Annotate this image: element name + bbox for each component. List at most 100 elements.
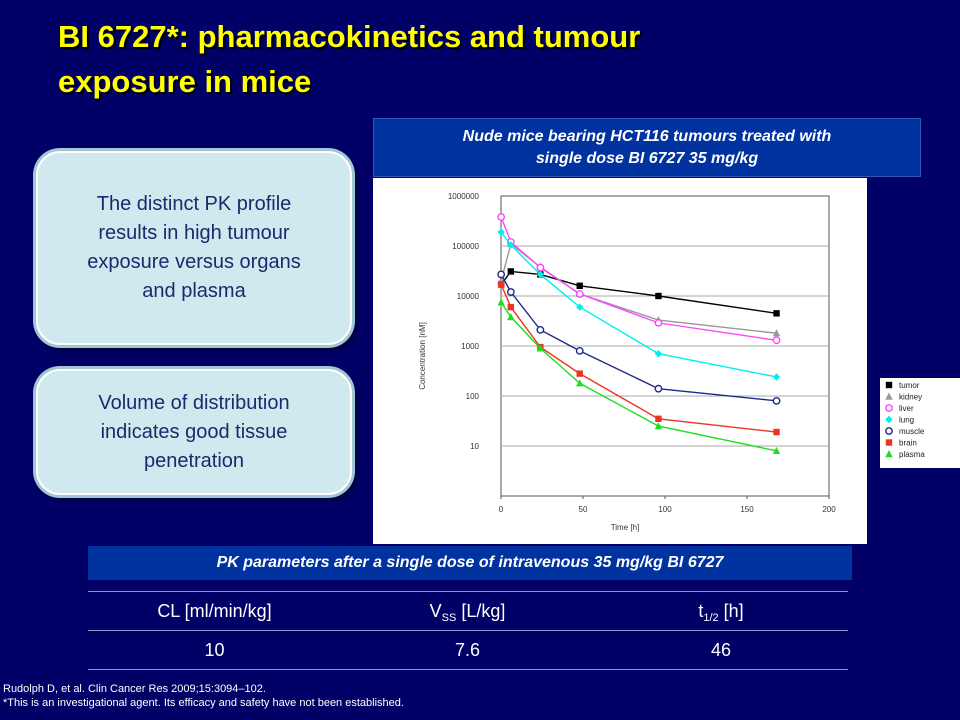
data-point-plasma <box>507 313 515 321</box>
distribution-line-3: penetration <box>143 449 245 472</box>
data-point-brain <box>773 428 780 436</box>
series-plasma <box>497 298 781 455</box>
legend-label-brain: brain <box>899 439 917 448</box>
data-point-plasma <box>497 298 505 306</box>
data-point-brain <box>497 281 505 288</box>
y-tick-label: 10 <box>470 442 479 451</box>
x-tick-label: 100 <box>658 505 672 514</box>
x-tick-label: 50 <box>579 505 588 514</box>
volume-header-subscript: SS <box>441 612 457 624</box>
investigational-footnote: *This is an investigational agent. Its e… <box>3 697 404 709</box>
data-point-kidney <box>772 329 781 337</box>
slide-title-line-1: BI 6727*: pharmacokinetics and tumour <box>58 19 641 54</box>
x-axis-label: Time [h] <box>611 523 640 532</box>
legend-marker-plasma <box>885 450 893 458</box>
x-tick-label: 200 <box>822 505 836 514</box>
pk-profile-line-2: results in high tumour <box>98 222 290 244</box>
series-line-lung <box>500 231 777 378</box>
legend-label-liver: liver <box>899 404 914 413</box>
series-line-plasma <box>500 301 777 452</box>
data-point-plasma <box>536 344 545 352</box>
pk-table-header: PK parameters after a single dose of int… <box>88 546 852 580</box>
data-point-brain <box>655 415 662 422</box>
data-point-plasma <box>772 446 781 455</box>
volume-header-symbol: V <box>429 601 442 621</box>
series-line-brain <box>500 284 777 433</box>
footnote: Rudolph D, et al. Clin Cancer Res 2009;1… <box>3 682 404 710</box>
data-point-liver <box>497 213 506 221</box>
data-point-tumor <box>655 292 662 300</box>
half-life-header-subscript: 1/2 <box>703 612 719 624</box>
y-tick-label: 100000 <box>452 242 479 251</box>
concentration-time-chart: 10 100 1000 10000 100000 1000000 0 50 100 150 200 T… <box>418 192 836 532</box>
distribution-line-2: indicates good tissue <box>100 420 288 443</box>
series-line-liver <box>500 216 777 341</box>
data-point-tumor <box>507 268 515 275</box>
chart-caption: Nude mice bearing HCT116 tumours treated… <box>373 118 921 177</box>
reference-footnote: Rudolph D, et al. Clin Cancer Res 2009;1… <box>3 683 266 695</box>
distribution-callout: Volume of distribution indicates good ti… <box>36 369 352 495</box>
data-point-liver <box>575 290 584 298</box>
half-life-header: t1/2 [h] <box>594 601 848 624</box>
data-point-muscle <box>536 325 545 334</box>
pk-table-header-row: CL [ml/min/kg] VSS [L/kg] t1/2 [h] <box>88 591 848 630</box>
half-life-header-symbol: t <box>698 601 704 621</box>
legend-marker-kidney <box>885 392 893 400</box>
data-point-lung <box>536 270 545 279</box>
data-point-tumor <box>576 282 583 289</box>
pk-profile-line-1: The distinct PK profile <box>96 193 292 215</box>
data-point-lung <box>772 373 781 381</box>
y-tick-label: 1000 <box>461 342 479 351</box>
y-axis-label: Concentration [nM] <box>418 322 427 390</box>
legend-label-muscle: muscle <box>899 427 925 436</box>
clearance-header: CL [ml/min/kg] <box>157 601 272 621</box>
distribution-line-1: Volume of distribution <box>98 391 290 414</box>
legend-marker-lung <box>885 415 893 424</box>
legend-label-kidney: kidney <box>899 393 922 402</box>
chart-caption-line-1: Nude mice bearing HCT116 tumours treated… <box>462 127 832 145</box>
legend-marker-muscle <box>885 427 893 435</box>
data-point-plasma <box>576 379 584 387</box>
volume-value: 7.6 <box>454 640 481 660</box>
legend-label-lung: lung <box>899 416 914 425</box>
chart-legend-svg: tumor kidney liver lung muscle brain plasma <box>885 381 925 459</box>
x-tick-label: 150 <box>740 505 754 514</box>
legend-label-plasma: plasma <box>899 450 925 459</box>
data-point-muscle <box>654 384 663 393</box>
data-point-liver <box>772 336 781 345</box>
legend-marker-brain <box>885 439 893 446</box>
half-life-header-unit: [h] <box>718 601 744 621</box>
slide-title: BI 6727*: pharmacokinetics and tumour ex… <box>58 14 918 104</box>
y-tick-label: 10000 <box>457 292 480 301</box>
data-point-tumor <box>773 310 780 317</box>
data-point-muscle <box>772 396 781 405</box>
slide-title-line-2: exposure in mice <box>58 64 312 99</box>
volume-header-unit: [L/kg] <box>456 601 506 621</box>
clearance-value: 10 <box>204 640 225 660</box>
pk-table-value-row: 10 7.6 46 <box>88 630 848 670</box>
data-point-brain <box>576 370 583 377</box>
chart-caption-line-2: single dose BI 6727 35 mg/kg <box>535 149 759 167</box>
pk-profile-callout: The distinct PK profile results in high … <box>36 151 352 345</box>
chart-panel: 10 100 1000 10000 100000 1000000 0 50 100 150 200 T… <box>373 178 867 544</box>
data-point-brain <box>507 303 515 311</box>
data-point-liver <box>654 318 663 327</box>
pk-table: CL [ml/min/kg] VSS [L/kg] t1/2 [h] 10 7.… <box>88 591 848 670</box>
legend-marker-tumor <box>885 381 893 389</box>
data-point-muscle <box>575 346 584 355</box>
chart-legend: tumor kidney liver lung muscle brain plasma <box>880 378 960 468</box>
legend-label-tumor: tumor <box>899 381 920 390</box>
x-tick-label: 0 <box>499 505 504 514</box>
volume-header: VSS [L/kg] <box>341 601 594 624</box>
half-life-value: 46 <box>710 640 732 660</box>
series-liver <box>497 213 781 345</box>
data-point-muscle <box>506 288 515 296</box>
y-tick-label: 100 <box>466 392 480 401</box>
pk-profile-line-4: and plasma <box>142 280 246 302</box>
data-point-lung <box>507 241 515 249</box>
data-point-muscle <box>497 270 506 279</box>
data-point-liver <box>536 263 545 272</box>
pk-profile-line-3: exposure versus organs <box>87 251 301 273</box>
series-muscle <box>497 270 781 405</box>
legend-marker-liver <box>885 404 893 412</box>
